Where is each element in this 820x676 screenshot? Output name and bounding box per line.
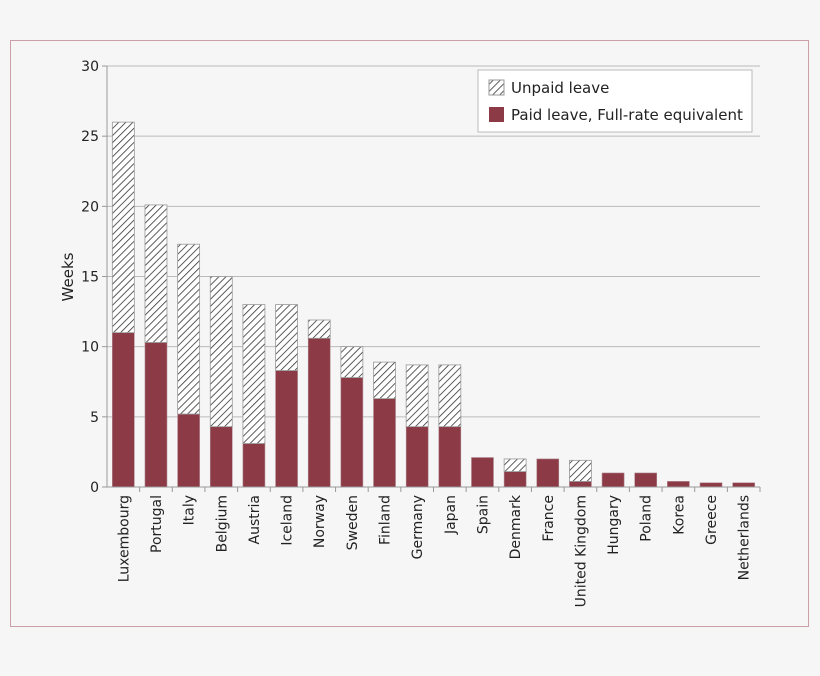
x-tick-label: Austria (247, 495, 263, 544)
bar-paid (569, 481, 592, 488)
bar-paid (112, 332, 135, 488)
x-tick-label: Netherlands (737, 495, 753, 580)
y-tick-label: 20 (81, 199, 99, 215)
bar-unpaid (275, 304, 298, 371)
x-tick-label: Finland (378, 495, 394, 545)
bar-unpaid (373, 361, 396, 399)
legend-label: Unpaid leave (511, 79, 609, 97)
x-tick-label: Greece (704, 495, 720, 545)
x-tick-label: Iceland (280, 495, 296, 546)
x-tick-label: Hungary (606, 495, 622, 555)
bar-paid (732, 482, 755, 488)
y-tick-label: 5 (90, 410, 99, 426)
x-tick-label: United Kingdom (573, 495, 589, 607)
x-tick-label: Germany (410, 495, 426, 559)
bar-unpaid (503, 458, 527, 472)
x-tick-label: France (541, 495, 557, 542)
bar-paid (601, 472, 625, 488)
bar-unpaid (177, 243, 201, 415)
legend-swatch-unpaid (488, 79, 505, 96)
bar-paid (471, 457, 494, 488)
bar-paid (373, 398, 396, 488)
bar-paid (209, 426, 233, 488)
x-tick-label: Belgium (214, 495, 230, 552)
x-tick-label: Portugal (149, 495, 165, 553)
y-tick-label: 30 (81, 59, 99, 75)
legend: Unpaid leave Paid leave, Full-rate equiva… (477, 69, 753, 133)
legend-swatch-paid (489, 107, 504, 122)
y-tick-label: 25 (81, 129, 99, 145)
x-tick-label: Spain (475, 495, 491, 534)
x-tick-label: Italy (182, 495, 198, 525)
bar-paid (699, 482, 723, 488)
bar-paid (536, 458, 560, 488)
x-tick-label: Denmark (508, 494, 524, 559)
bar-paid (242, 443, 266, 488)
chart-frame (10, 40, 809, 627)
y-tick-label: 15 (81, 270, 99, 286)
bar-paid (503, 471, 527, 488)
bar-paid (438, 426, 462, 488)
legend-box (477, 69, 753, 133)
x-tick-label: Korea (671, 495, 687, 535)
bar-unpaid (438, 364, 462, 428)
bar-paid (405, 426, 429, 488)
bar-unpaid (111, 121, 135, 334)
bar-paid (667, 481, 690, 488)
bar-unpaid (307, 319, 331, 339)
bar-paid (144, 342, 168, 488)
y-tick-label: 0 (90, 480, 99, 496)
bar-unpaid (405, 364, 429, 428)
bar-unpaid (340, 346, 364, 378)
y-axis-label: Weeks (59, 252, 77, 301)
bar-paid (340, 377, 364, 488)
x-tick-label: Norway (312, 495, 328, 548)
x-tick-label: Japan (443, 495, 459, 535)
legend-label: Paid leave, Full-rate equivalent (511, 106, 743, 124)
bar-unpaid (242, 304, 266, 444)
y-tick-label: 10 (81, 340, 99, 356)
bar-paid (634, 472, 658, 488)
bar-paid (275, 370, 298, 488)
x-tick-label: Sweden (345, 495, 361, 550)
bar-unpaid (569, 459, 592, 482)
bar-unpaid (209, 276, 233, 428)
x-tick-label: Luxembourg (116, 495, 132, 582)
x-tick-label: Poland (639, 495, 655, 542)
bar-paid (177, 413, 200, 488)
bar-unpaid (144, 204, 168, 343)
bar-paid (307, 337, 331, 488)
